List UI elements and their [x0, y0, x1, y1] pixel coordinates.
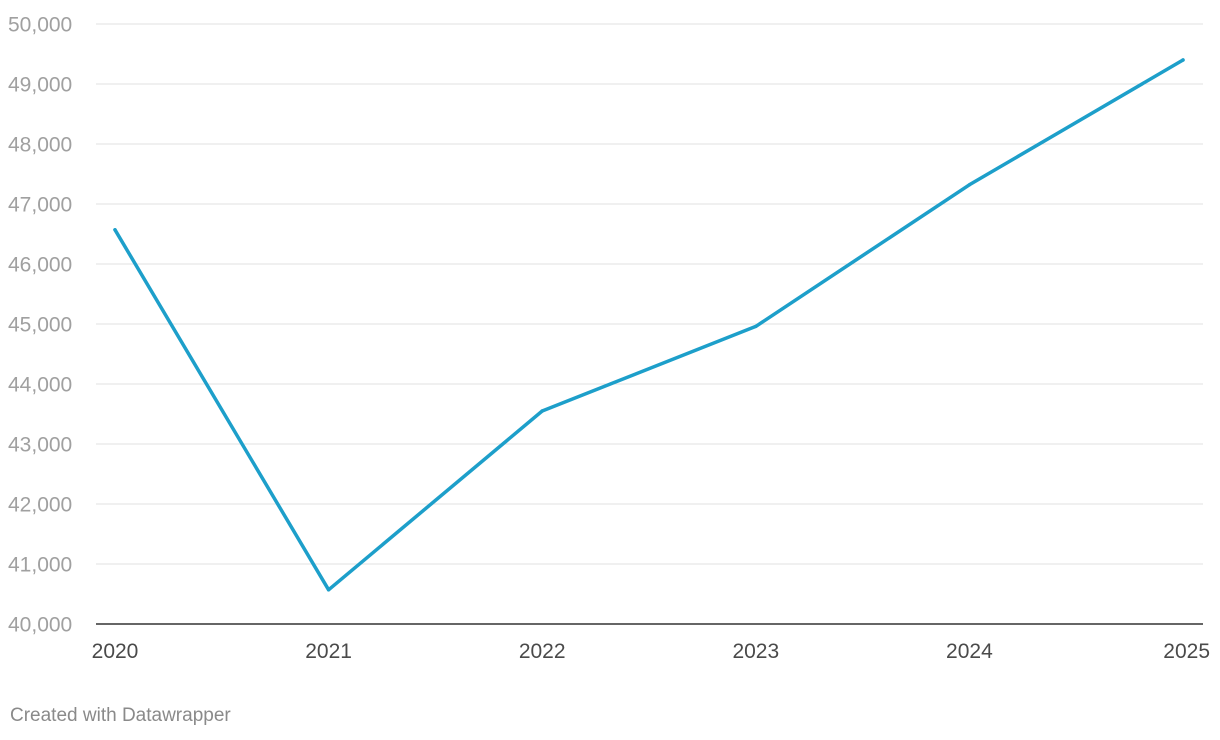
gridlines — [96, 23, 1203, 625]
y-tick-label: 42,000 — [8, 494, 72, 517]
line-chart: 40,000 41,000 42,000 43,000 44,000 45,000 46,0… — [8, 14, 1210, 663]
y-tick-label: 49,000 — [8, 74, 72, 97]
x-tick-label: 2024 — [946, 640, 993, 663]
credit-text: Created with Datawrapper — [10, 705, 231, 726]
data-point — [1181, 58, 1185, 62]
data-point — [540, 409, 544, 413]
x-tick-label: 2025 — [1163, 640, 1210, 663]
y-tick-label: 50,000 — [8, 14, 72, 37]
y-tick-label: 40,000 — [8, 614, 72, 637]
data-point — [326, 588, 331, 592]
x-tick-label: 2022 — [519, 640, 566, 663]
y-tick-label: 45,000 — [8, 314, 72, 337]
x-tick-label: 2023 — [732, 640, 779, 663]
x-tick-label: 2021 — [305, 640, 352, 663]
x-axis-tick-labels: 2020 2021 2022 2023 2024 2025 — [92, 640, 1210, 663]
y-axis-tick-labels: 40,000 41,000 42,000 43,000 44,000 45,000 46,0… — [8, 14, 72, 637]
y-tick-label: 46,000 — [8, 254, 72, 277]
x-tick-label: 2020 — [92, 640, 139, 663]
y-tick-label: 41,000 — [8, 554, 72, 577]
y-tick-label: 43,000 — [8, 434, 72, 457]
series-line — [113, 58, 1185, 592]
data-point — [967, 183, 972, 187]
y-tick-label: 47,000 — [8, 194, 72, 217]
data-point — [113, 228, 117, 232]
y-tick-label: 44,000 — [8, 374, 72, 397]
data-point — [754, 324, 758, 329]
y-tick-label: 48,000 — [8, 134, 72, 157]
series-layer — [113, 58, 1185, 592]
